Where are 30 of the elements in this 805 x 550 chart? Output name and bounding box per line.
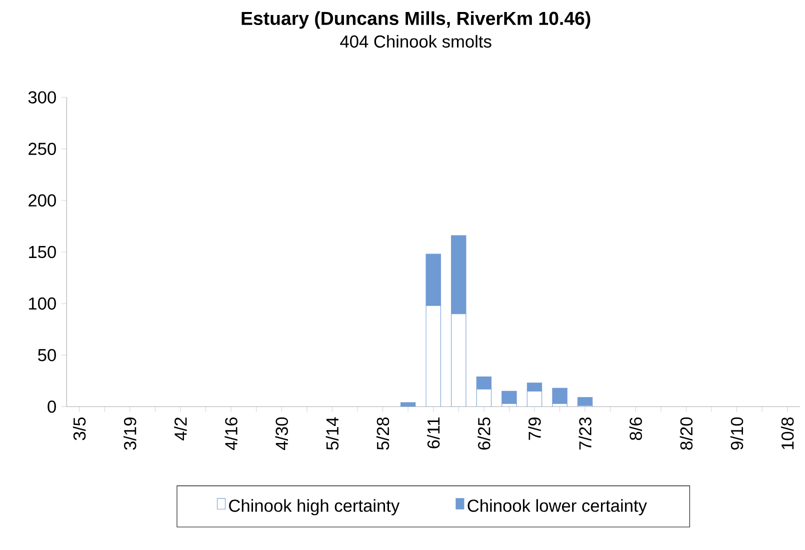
- y-tick-label: 300: [28, 91, 56, 104]
- x-tick-label: 3/19: [124, 418, 136, 450]
- x-tick-label: 5/28: [376, 417, 390, 450]
- x-tick-label: 5/14: [326, 417, 339, 450]
- x-tick-label: 7/9: [528, 418, 541, 440]
- legend-label: Chinook high certainty: [229, 499, 400, 516]
- bar: [502, 390, 517, 404]
- y-tick-label: 250: [28, 142, 56, 156]
- bar: [577, 397, 593, 406]
- x-tick-label: 4/2: [174, 418, 187, 440]
- x-tick-label: 6/25: [478, 417, 490, 450]
- x-tick-label: 4/30: [275, 417, 288, 450]
- legend-label: Chinook lower certainty: [468, 499, 647, 516]
- chart-subtitle: 404 Chinook smolts: [340, 34, 492, 48]
- x-tick-label: 8/20: [680, 417, 693, 450]
- x-tick-label: 6/11: [426, 418, 440, 448]
- x-tick-label: 7/23: [578, 417, 592, 450]
- chart-title: Estuary (Duncans Mills, RiverKm 10.46): [242, 11, 590, 29]
- x-tick-label: 9/10: [730, 417, 744, 450]
- y-tick-label: 150: [29, 246, 56, 258]
- bar: [400, 402, 416, 407]
- x-tick-label: 3/5: [72, 417, 86, 440]
- y-tick-label: 100: [29, 297, 56, 310]
- y-tick-label: 0: [48, 400, 56, 413]
- x-tick-label: 8/6: [629, 417, 642, 440]
- x-tick-label: 10/8: [780, 417, 794, 450]
- y-tick-label: 50: [38, 348, 56, 362]
- y-tick-label: 200: [28, 194, 56, 207]
- bar: [552, 388, 568, 404]
- x-tick-label: 4/16: [224, 417, 238, 450]
